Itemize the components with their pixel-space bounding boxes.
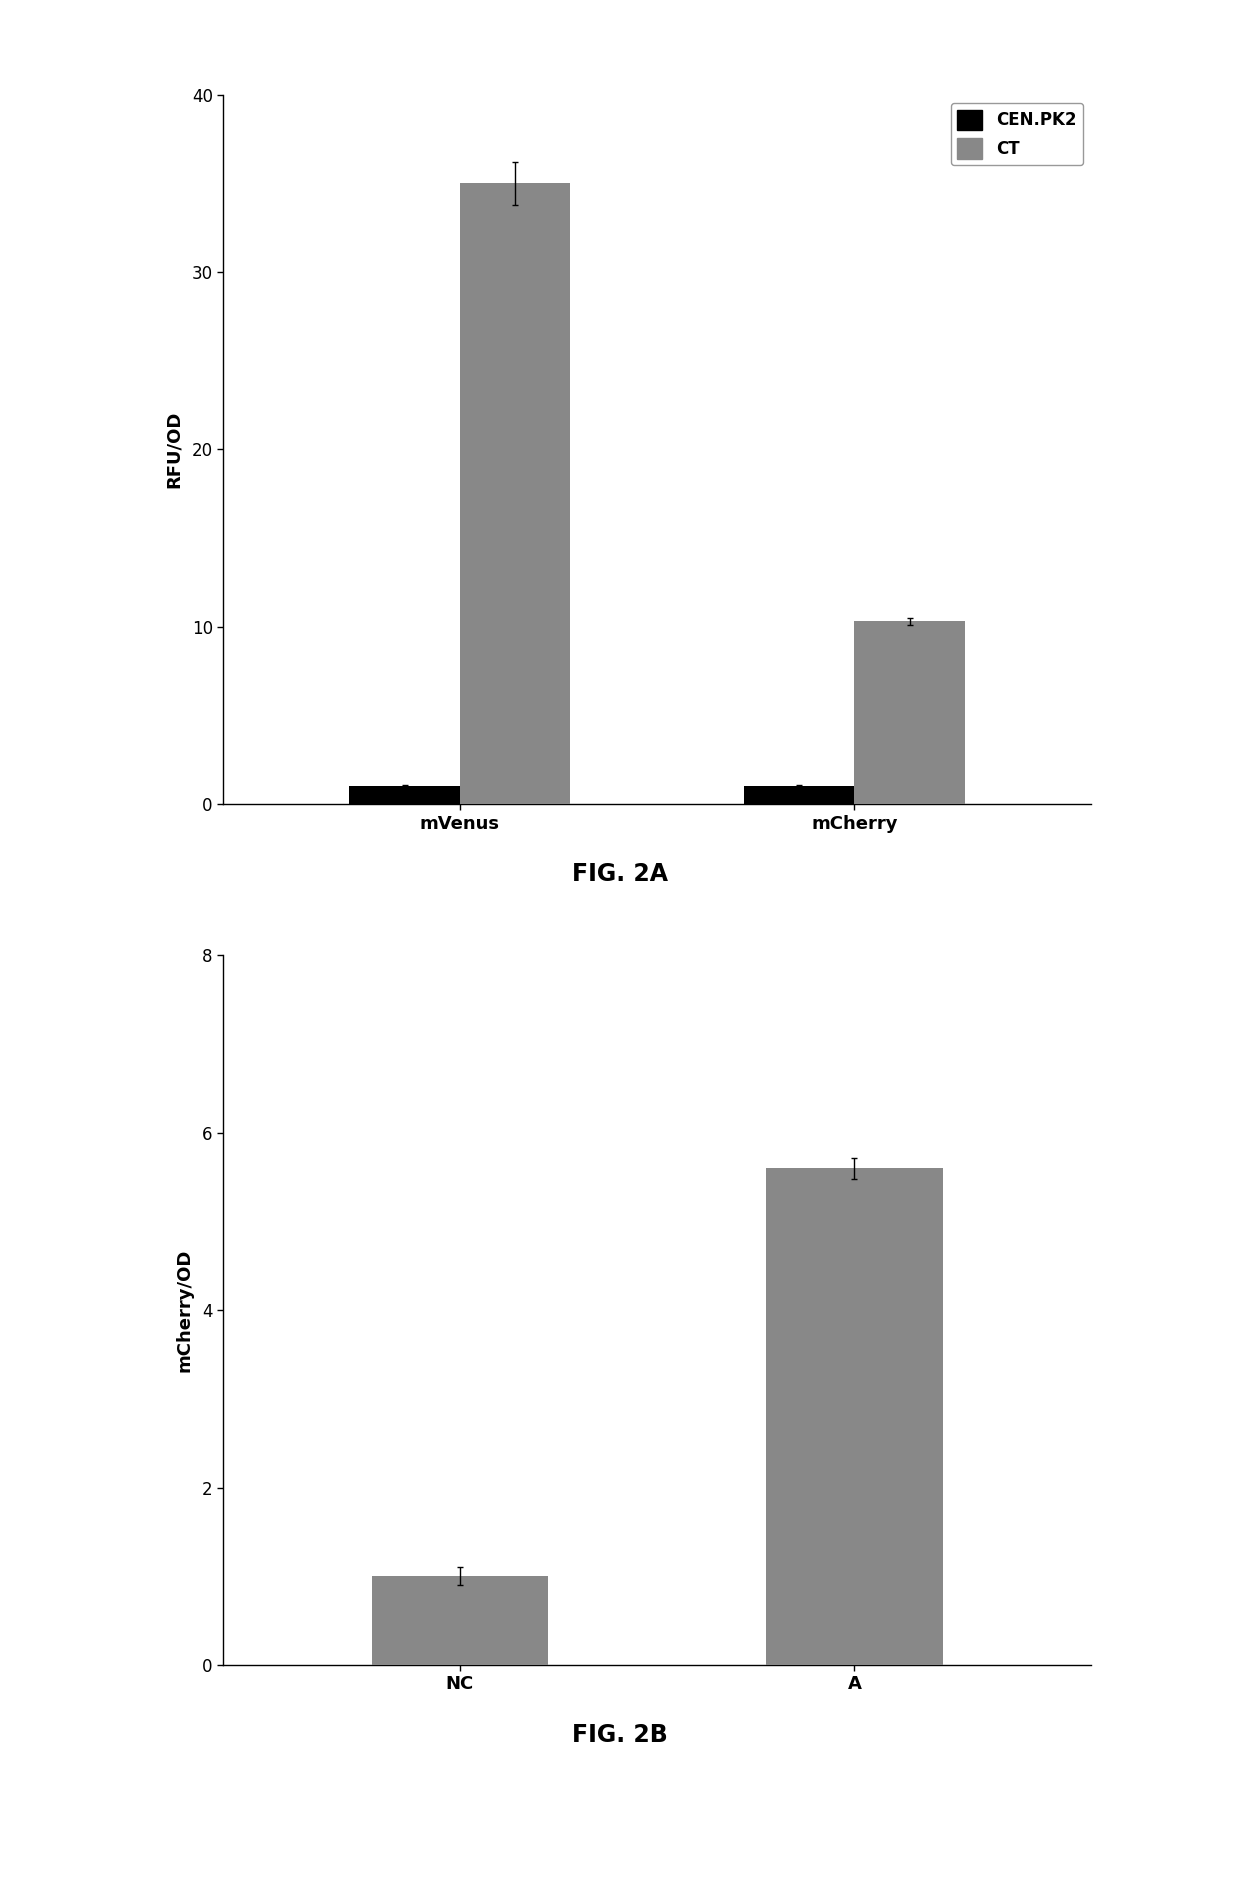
Y-axis label: RFU/OD: RFU/OD <box>165 411 184 488</box>
Text: FIG. 2A: FIG. 2A <box>572 863 668 885</box>
Y-axis label: mCherry/OD: mCherry/OD <box>176 1249 193 1372</box>
Bar <box>350 787 460 804</box>
Text: FIG. 2B: FIG. 2B <box>572 1724 668 1746</box>
Bar <box>460 184 570 804</box>
Bar <box>372 1576 548 1665</box>
Bar <box>766 1169 942 1665</box>
Legend: CEN.PK2, CT: CEN.PK2, CT <box>951 102 1083 165</box>
Bar <box>854 621 965 804</box>
Bar <box>744 787 854 804</box>
